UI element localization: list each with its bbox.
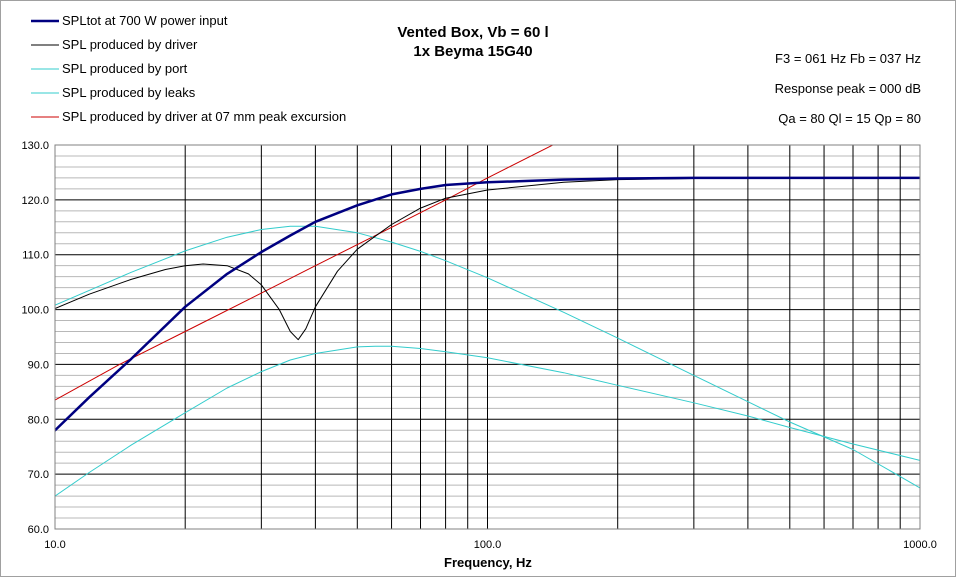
y-tick-label: 120.0	[21, 195, 49, 207]
x-axis-title: Frequency, Hz	[444, 555, 532, 570]
y-tick-label: 90.0	[28, 359, 49, 371]
legend-label-3: SPL produced by leaks	[62, 85, 196, 100]
y-tick-label: 60.0	[28, 524, 49, 536]
x-tick-labels: 10.0 100.0 1000.0	[44, 539, 937, 551]
y-tick-label: 100.0	[21, 305, 49, 317]
series-line-0	[55, 176, 920, 432]
series-layer	[55, 145, 920, 497]
y-tick-label: 110.0	[22, 250, 49, 262]
series-line-1	[55, 177, 920, 341]
series-line-2	[55, 225, 920, 489]
y-tick-label: 80.0	[28, 414, 49, 426]
legend: SPLtot at 700 W power input SPL produced …	[31, 13, 346, 124]
chart-subtitle: 1x Beyma 15G40	[413, 43, 532, 60]
legend-label-2: SPL produced by port	[62, 61, 188, 76]
series-line-4	[55, 145, 554, 401]
info-box: F3 = 061 Hz Fb = 037 Hz Response peak = 0…	[775, 51, 921, 126]
legend-label-4: SPL produced by driver at 07 mm peak exc…	[62, 109, 346, 124]
y-tick-label: 70.0	[28, 469, 49, 481]
major-gridlines	[55, 145, 920, 529]
chart-title: Vented Box, Vb = 60 l	[397, 24, 548, 41]
info-line-0: F3 = 061 Hz Fb = 037 Hz	[775, 51, 921, 66]
x-tick-label: 10.0	[44, 539, 65, 551]
y-tick-label: 130.0	[21, 140, 49, 152]
info-line-2: Qa = 80 Ql = 15 Qp = 80	[778, 111, 921, 126]
plot-border	[54, 144, 921, 530]
x-tick-label: 1000.0	[903, 539, 937, 551]
series-line-3	[55, 345, 920, 497]
legend-label-0: SPLtot at 700 W power input	[62, 13, 228, 28]
x-tick-label: 100.0	[474, 539, 502, 551]
legend-label-1: SPL produced by driver	[62, 37, 198, 52]
y-tick-labels: 60.0 70.0 80.0 90.0 100.0 110.0 120.0 130.0	[21, 140, 49, 536]
info-line-1: Response peak = 000 dB	[775, 81, 921, 96]
